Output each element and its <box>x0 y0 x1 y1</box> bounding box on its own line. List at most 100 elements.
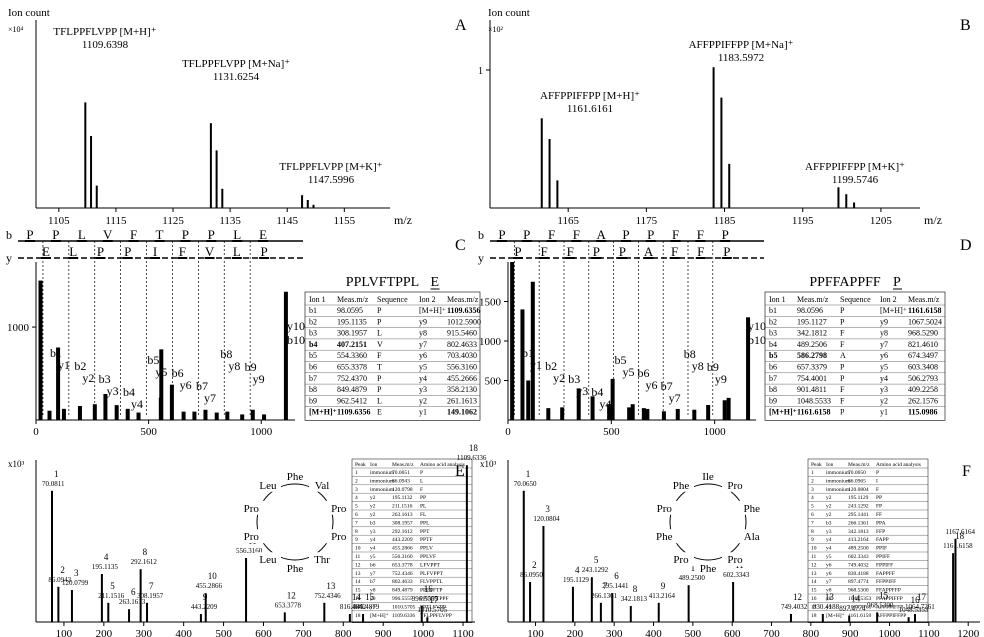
fragment-peak <box>136 412 141 420</box>
table-cell: P <box>840 408 845 417</box>
table-cell: 602.3343 <box>848 554 869 560</box>
table-cell: 752.4346 <box>392 571 413 577</box>
ion-label: b10 <box>748 333 766 347</box>
peak-mz-label: 1183.5972 <box>718 52 764 64</box>
table-cell: 655.3378 <box>337 363 367 372</box>
y-sequence-residue: P <box>514 244 521 259</box>
table-cell: V <box>377 340 383 349</box>
spectrum-peak <box>853 202 856 208</box>
table-cell: 409.2258 <box>908 385 938 394</box>
peak-annotation: AFFPPIFFPP [M+Na]⁺ <box>689 39 794 51</box>
table-cell: 12 <box>355 562 361 568</box>
table-cell: immonium <box>370 470 395 476</box>
table-cell: 915.5460 <box>447 329 477 338</box>
table-cell: 849.4879 <box>392 588 413 594</box>
table-cell: 962.5412 <box>337 396 367 405</box>
table-header-cell: Ion <box>370 462 378 468</box>
hr-peak <box>50 490 53 622</box>
table-cell: 752.4370 <box>337 374 367 383</box>
table-cell: b7 <box>309 374 317 383</box>
residue-backdrop <box>238 529 265 544</box>
y-exponent: ×10⁴ <box>8 25 24 34</box>
x-tick-label: 500 <box>603 426 620 438</box>
y-tick-label: 1 <box>478 66 483 77</box>
table-cell: 308.1957 <box>392 520 413 526</box>
residue-backdrop <box>309 552 336 567</box>
residue-backdrop <box>722 552 749 567</box>
peak-number: 14 <box>352 592 362 602</box>
table-header-cell: Ion 1 <box>309 295 326 304</box>
spectrum-peak <box>712 67 715 209</box>
peak-mz-label: 1147.5996 <box>308 174 355 186</box>
hr-peak <box>590 577 593 622</box>
peak-mz-label: 1010.5705 <box>417 606 447 614</box>
peak-mz-label: 816.4842 <box>340 603 367 611</box>
table-cell: 243.1292 <box>848 504 869 510</box>
table-cell: PP <box>876 495 882 501</box>
b-sequence-residue: P <box>498 227 505 242</box>
hr-peak <box>426 617 429 622</box>
ion-label: b6 <box>172 366 184 380</box>
ion-label: b2 <box>74 359 86 373</box>
table-cell: 1012.5900 <box>447 317 481 326</box>
table-cell: 749.4032 <box>848 562 869 568</box>
y-sequence-residue: I <box>153 244 157 259</box>
peak-number: 12 <box>287 590 296 600</box>
y-sequence-residue: L <box>233 244 241 259</box>
x-tick-label: 1105 <box>48 215 70 227</box>
residue-backdrop <box>651 529 678 544</box>
table-cell: AFFPPIFFPP <box>876 613 906 619</box>
residue-backdrop <box>254 552 281 567</box>
peak-number: 12 <box>793 592 802 602</box>
table-cell: 11 <box>355 554 361 560</box>
table-cell: 120.0804 <box>848 487 869 493</box>
fragment-peak <box>530 281 535 420</box>
residue-backdrop <box>325 529 352 544</box>
peak-number: 2 <box>532 560 537 570</box>
ion-label: y4 <box>599 397 611 411</box>
table-cell: 1109.6356 <box>447 306 481 315</box>
table-cell: 897.4774 <box>848 579 869 585</box>
table-cell: 14 <box>355 579 361 585</box>
x-tick-label: 100 <box>527 628 544 637</box>
peak-mz-label: 1048.5353 <box>899 606 929 614</box>
table-header-cell: Meas.m/z <box>392 462 414 468</box>
cyclic-residue: Pro <box>657 503 673 515</box>
y-sequence-residue: P <box>124 244 131 259</box>
table-cell: 11 <box>811 554 817 560</box>
table-cell: P <box>876 470 879 476</box>
ion-label: y1 <box>58 358 70 372</box>
ion-label: b4 <box>123 385 135 399</box>
table-cell: b4 <box>769 340 777 349</box>
peak-mz-label: 968.5300 <box>867 601 894 609</box>
table-cell: P <box>420 470 423 476</box>
cyclic-residue: Leu <box>259 554 277 566</box>
peak-number: 14 <box>851 594 861 604</box>
table-cell: 1010.5705 <box>392 604 416 610</box>
spectrum-peak <box>90 136 93 208</box>
table-cell: b6 <box>370 562 376 568</box>
b-sequence-residue: F <box>130 227 137 242</box>
table-cell: y5 <box>370 554 376 560</box>
table-cell: b8 <box>309 385 317 394</box>
table-cell: 1 <box>355 470 358 476</box>
x-tick-label: 1000 <box>412 628 435 637</box>
table-cell: b2 <box>309 317 317 326</box>
peak-number: 5 <box>594 555 599 565</box>
peak-number: 2 <box>60 565 65 575</box>
spectrum-peak <box>95 185 98 208</box>
table-cell: y4 <box>419 374 427 383</box>
spectrum-peak <box>312 204 315 208</box>
table-header-cell: Ion <box>826 462 834 468</box>
ion-label: y3 <box>576 384 588 398</box>
table-cell: 8 <box>811 529 814 535</box>
peak-mz-label: 1064.7261 <box>905 603 935 611</box>
table-cell: 98.0595 <box>337 306 363 315</box>
x-tick-label: 1145 <box>276 215 298 227</box>
table-cell: 653.3778 <box>392 562 413 568</box>
table-cell: F <box>840 396 845 405</box>
x-tick-label: 900 <box>842 628 859 637</box>
table-header-cell: Ion 1 <box>769 295 786 304</box>
peak-number: 4 <box>575 565 580 575</box>
table-cell: b1 <box>309 306 317 315</box>
